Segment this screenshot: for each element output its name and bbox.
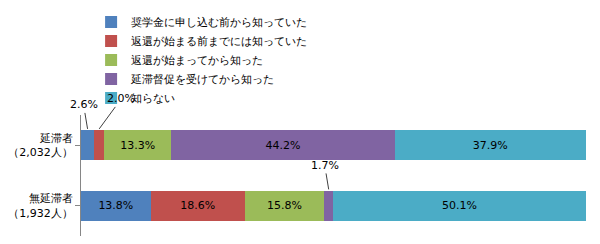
svg-text:1.7%: 1.7%	[311, 159, 339, 172]
svg-text:返還が始まる前までには知っていた: 返還が始まる前までには知っていた	[131, 35, 307, 48]
svg-text:18.6%: 18.6%	[180, 199, 215, 212]
svg-text:44.2%: 44.2%	[266, 139, 301, 152]
svg-text:延滞者（2,032人）: 延滞者（2,032人）	[8, 132, 73, 159]
svg-text:2.6%: 2.6%	[70, 98, 98, 111]
svg-text:37.9%: 37.9%	[473, 139, 508, 152]
svg-text:返還が始まってから知った: 返還が始まってから知った	[131, 54, 263, 67]
svg-text:延滞督促を受けてから知った: 延滞督促を受けてから知った	[130, 73, 274, 86]
svg-text:15.8%: 15.8%	[267, 199, 302, 212]
svg-text:知らない: 知らない	[131, 92, 175, 105]
svg-text:50.1%: 50.1%	[442, 199, 477, 212]
svg-text:13.3%: 13.3%	[120, 139, 155, 152]
svg-text:無延滞者（1,932人）: 無延滞者（1,932人）	[8, 192, 73, 219]
svg-text:13.8%: 13.8%	[98, 199, 133, 212]
svg-text:2.0%: 2.0%	[107, 92, 135, 105]
svg-text:奨学金に申し込む前から知っていた: 奨学金に申し込む前から知っていた	[131, 16, 307, 29]
